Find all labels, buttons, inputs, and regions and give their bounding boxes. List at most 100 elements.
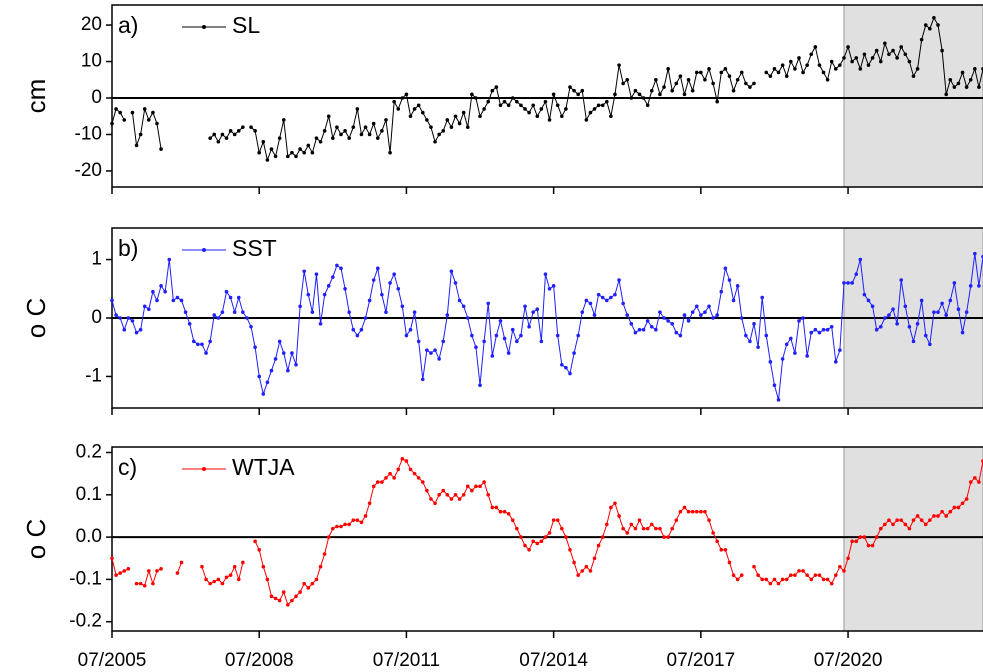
- data-point: [380, 292, 384, 297]
- data-point: [212, 579, 217, 584]
- data-point: [883, 41, 887, 46]
- x-tick-label: 07/2017: [667, 650, 736, 671]
- data-point: [694, 70, 699, 75]
- data-point: [257, 150, 262, 155]
- data-point: [502, 509, 507, 514]
- y-tick-label: -20: [75, 160, 102, 181]
- data-point: [940, 509, 944, 514]
- data-point: [551, 92, 556, 97]
- data-point: [441, 488, 446, 493]
- data-point: [343, 286, 347, 291]
- data-point: [645, 526, 650, 531]
- data-point: [784, 342, 789, 347]
- data-point: [780, 577, 785, 582]
- data-point: [654, 327, 658, 332]
- data-point: [797, 319, 801, 323]
- data-point: [748, 85, 752, 89]
- data-point: [821, 327, 826, 332]
- data-point: [134, 143, 139, 148]
- data-point: [343, 522, 347, 527]
- data-point: [846, 281, 850, 285]
- data-point: [118, 110, 122, 115]
- data-point: [739, 573, 744, 577]
- data-point: [322, 292, 327, 297]
- data-point: [470, 92, 474, 97]
- data-point: [110, 298, 114, 303]
- data-point: [515, 526, 519, 531]
- data-point: [764, 333, 769, 338]
- data-point: [200, 342, 204, 347]
- data-point: [833, 573, 838, 577]
- data-point: [625, 313, 630, 317]
- data-point: [686, 77, 691, 82]
- data-point: [384, 118, 388, 122]
- data-point: [478, 383, 482, 388]
- data-point: [179, 560, 184, 565]
- data-point: [204, 577, 208, 582]
- data-point: [772, 577, 777, 582]
- data-point: [359, 520, 364, 525]
- data-point: [236, 129, 241, 133]
- data-point: [241, 560, 245, 565]
- data-point: [138, 581, 143, 586]
- data-point: [658, 92, 662, 97]
- data-point: [449, 125, 454, 129]
- data-point: [793, 573, 797, 577]
- data-point: [457, 121, 462, 126]
- data-point: [674, 81, 679, 86]
- data-point: [425, 348, 429, 352]
- data-point: [903, 304, 908, 309]
- data-point: [142, 304, 147, 309]
- data-point: [535, 307, 540, 312]
- data-point: [498, 319, 503, 323]
- data-point: [694, 304, 699, 309]
- data-point: [968, 480, 973, 484]
- data-point: [281, 118, 286, 122]
- data-point: [813, 573, 818, 577]
- data-point: [110, 121, 114, 126]
- data-point: [768, 581, 773, 586]
- data-point: [903, 522, 908, 527]
- data-point: [265, 158, 270, 162]
- data-point: [367, 132, 372, 137]
- data-point: [580, 88, 585, 93]
- data-point: [829, 581, 834, 586]
- data-point: [891, 307, 895, 312]
- data-point: [772, 67, 777, 71]
- data-point: [126, 316, 131, 320]
- data-point: [326, 114, 331, 119]
- data-point: [453, 492, 458, 497]
- data-point: [175, 571, 180, 575]
- data-point: [269, 368, 274, 373]
- data-point: [400, 304, 405, 309]
- data-point: [281, 351, 286, 355]
- data-point: [204, 351, 208, 355]
- data-point: [269, 594, 274, 599]
- data-point: [539, 107, 544, 111]
- data-point: [919, 518, 924, 522]
- data-point: [281, 590, 286, 594]
- data-point: [531, 539, 535, 544]
- data-point: [375, 266, 380, 271]
- data-point: [478, 114, 482, 119]
- data-point: [846, 556, 850, 561]
- data-point: [445, 492, 450, 497]
- data-point: [801, 70, 805, 75]
- data-point: [412, 471, 417, 476]
- data-point: [253, 345, 257, 350]
- data-point: [294, 594, 298, 599]
- data-point: [633, 330, 638, 335]
- data-point: [388, 471, 392, 476]
- x-tick-label: 07/2008: [225, 650, 294, 671]
- data-point: [600, 103, 605, 108]
- data-point: [322, 129, 327, 133]
- data-point: [286, 368, 290, 373]
- data-point: [486, 492, 491, 497]
- data-point: [715, 313, 720, 317]
- data-point: [147, 569, 151, 573]
- data-point: [739, 70, 744, 75]
- data-point: [420, 110, 425, 115]
- data-point: [286, 154, 290, 159]
- data-point: [175, 295, 180, 300]
- data-point: [699, 70, 703, 75]
